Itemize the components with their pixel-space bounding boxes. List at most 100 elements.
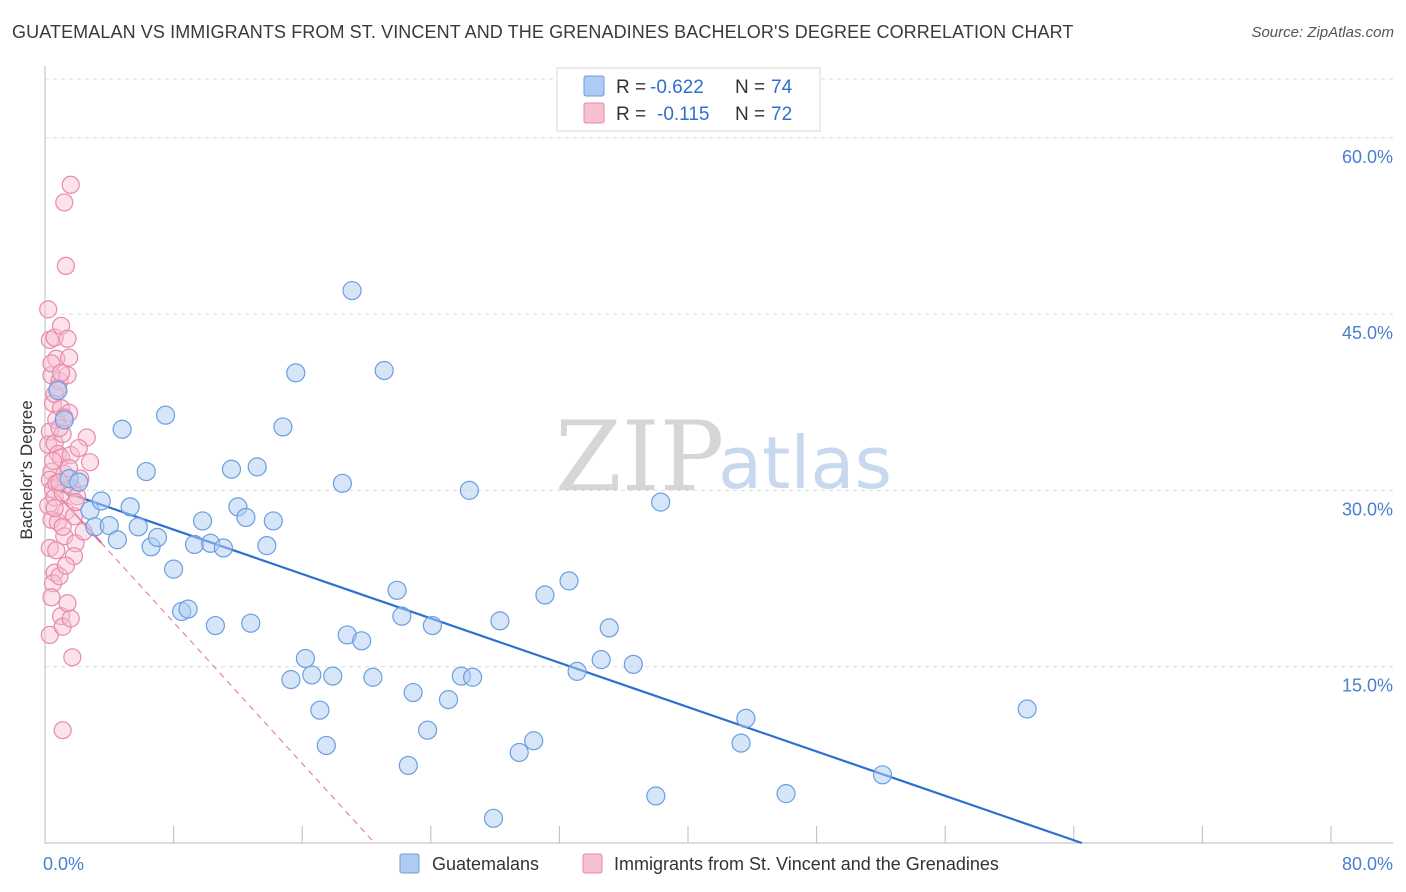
point-svg xyxy=(61,175,80,194)
point-guatemalans xyxy=(323,666,343,686)
x-tick-label-max: 80.0% xyxy=(1342,854,1393,874)
point-guatemalans xyxy=(591,650,611,670)
point-guatemalans xyxy=(332,473,352,493)
point-svg xyxy=(43,574,63,593)
point-guatemalans xyxy=(731,733,751,753)
point-guatemalans xyxy=(417,720,438,740)
point-guatemalans xyxy=(128,517,148,537)
point-guatemalans xyxy=(392,606,412,626)
point-guatemalans xyxy=(155,405,176,425)
point-guatemalans xyxy=(69,472,89,492)
point-guatemalans xyxy=(342,280,362,301)
point-guatemalans xyxy=(316,735,336,756)
point-guatemalans xyxy=(48,380,68,401)
point-guatemalans xyxy=(295,648,316,669)
point-guatemalans xyxy=(387,580,407,600)
bottom-legend-swatch-svg xyxy=(582,853,603,874)
point-guatemalans xyxy=(422,615,443,636)
point-guatemalans xyxy=(363,667,383,687)
legend-r-label-1: R = xyxy=(616,77,646,98)
point-svg xyxy=(40,625,59,645)
legend-r-label-2: R = xyxy=(616,104,646,125)
point-guatemalans xyxy=(205,615,225,636)
point-guatemalans xyxy=(247,457,267,477)
watermark-zip: ZIP xyxy=(555,401,724,513)
point-guatemalans xyxy=(398,755,418,776)
point-svg xyxy=(43,451,63,471)
point-svg xyxy=(55,527,74,546)
point-guatemalans xyxy=(213,538,234,558)
series-guatemalans-points xyxy=(48,280,1037,828)
y-tick-label: 15.0% xyxy=(1342,676,1393,696)
point-svg xyxy=(45,498,64,518)
point-svg xyxy=(66,493,85,512)
point-guatemalans xyxy=(403,682,423,703)
point-guatemalans xyxy=(559,571,579,591)
grid xyxy=(45,78,1393,668)
legend-swatch-guatemalans xyxy=(583,75,605,97)
point-guatemalans xyxy=(872,765,893,785)
point-guatemalans xyxy=(776,784,796,804)
point-guatemalans xyxy=(54,410,74,430)
point-guatemalans xyxy=(221,459,242,479)
series-svg-points xyxy=(39,175,100,740)
point-svg xyxy=(61,609,80,628)
point-guatemalans xyxy=(257,536,277,556)
point-guatemalans xyxy=(736,708,756,729)
point-guatemalans xyxy=(184,534,205,555)
watermark-atlas: atlas xyxy=(718,421,892,505)
point-guatemalans xyxy=(286,363,306,383)
legend-n-value-2: 72 xyxy=(771,104,792,125)
point-guatemalans xyxy=(107,530,127,550)
point-svg xyxy=(63,648,82,667)
point-svg xyxy=(50,567,69,586)
point-guatemalans xyxy=(459,480,479,500)
point-guatemalans xyxy=(302,665,322,685)
point-svg xyxy=(60,348,79,367)
point-svg xyxy=(55,193,74,212)
point-guatemalans xyxy=(490,611,510,631)
point-guatemalans xyxy=(112,419,132,439)
point-guatemalans xyxy=(438,690,459,710)
point-guatemalans xyxy=(310,700,330,720)
point-guatemalans xyxy=(120,497,140,517)
point-guatemalans xyxy=(1017,699,1037,719)
legend-n-value-1: 74 xyxy=(771,77,793,98)
point-guatemalans xyxy=(91,491,111,511)
point-guatemalans xyxy=(567,661,587,681)
chart-title: GUATEMALAN VS IMMIGRANTS FROM ST. VINCEN… xyxy=(12,22,1074,42)
point-guatemalans xyxy=(462,667,483,687)
point-guatemalans xyxy=(651,492,671,512)
point-svg xyxy=(53,517,72,536)
legend-r-value-2: -0.115 xyxy=(657,104,709,125)
legend-swatch-svg xyxy=(583,102,605,124)
bottom-legend-label-guatemalans: Guatemalans xyxy=(432,854,539,874)
y-tick-label: 45.0% xyxy=(1342,323,1393,343)
bottom-legend-swatch-guatemalans xyxy=(399,853,420,874)
y-tick-label: 30.0% xyxy=(1342,499,1393,519)
point-svg xyxy=(53,721,72,740)
point-guatemalans xyxy=(623,654,643,674)
y-axis-label: Bachelor's Degree xyxy=(17,400,36,539)
point-svg xyxy=(42,354,61,373)
point-guatemalans xyxy=(599,618,619,638)
point-guatemalans xyxy=(483,808,504,828)
point-guatemalans xyxy=(178,599,198,619)
point-svg xyxy=(56,256,75,275)
point-svg xyxy=(39,435,58,454)
bottom-legend: Guatemalans Immigrants from St. Vincent … xyxy=(399,853,999,874)
top-legend: R = -0.622 N = 74 R = -0.115 N = 72 xyxy=(556,67,821,132)
point-guatemalans xyxy=(241,613,261,633)
y-tick-label: 60.0% xyxy=(1342,147,1393,167)
tick-labels: 15.0% 30.0% 45.0% 60.0% 0.0% 80.0% xyxy=(43,147,1393,874)
point-svg xyxy=(42,588,61,607)
point-guatemalans xyxy=(236,507,256,528)
point-svg xyxy=(40,330,59,350)
point-svg xyxy=(51,363,71,382)
axes xyxy=(44,66,1393,844)
point-guatemalans xyxy=(164,559,184,579)
point-svg xyxy=(58,329,77,348)
point-guatemalans xyxy=(273,417,293,437)
point-svg xyxy=(39,300,58,319)
point-guatemalans xyxy=(524,731,544,751)
